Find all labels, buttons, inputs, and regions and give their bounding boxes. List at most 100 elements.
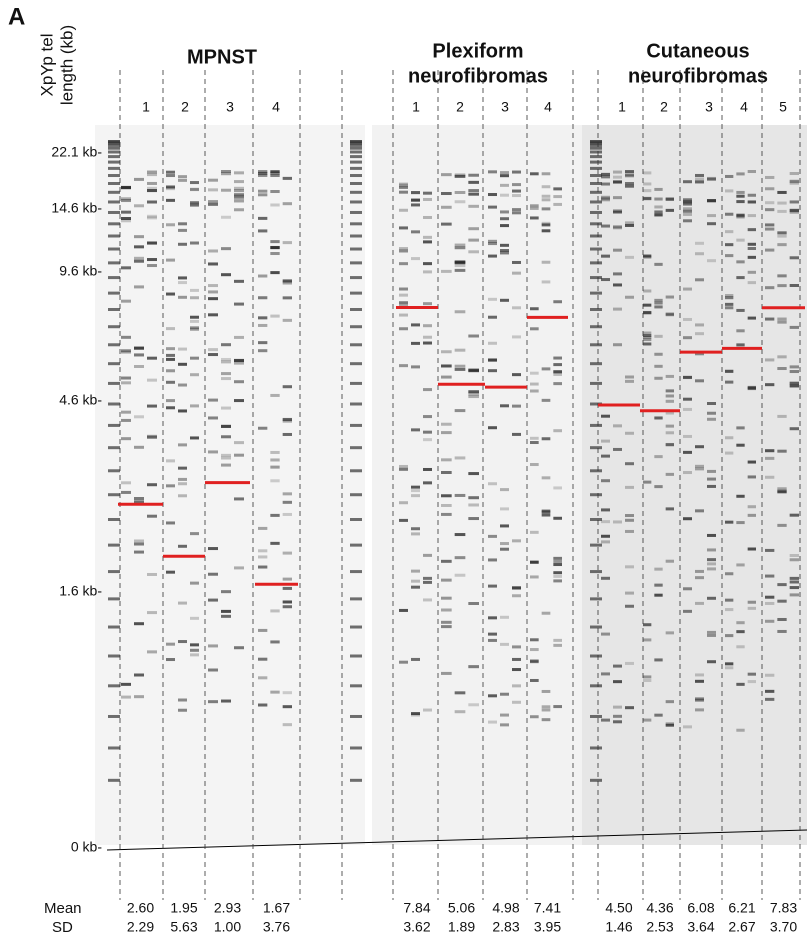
gel-band bbox=[147, 650, 157, 653]
ladder-band bbox=[350, 261, 362, 264]
ladder-band bbox=[350, 343, 362, 346]
gel-band bbox=[790, 427, 799, 430]
gel-band bbox=[530, 207, 539, 210]
gel-band bbox=[748, 247, 756, 250]
gel-band bbox=[666, 400, 674, 403]
gel-band bbox=[134, 257, 144, 260]
gel-band bbox=[270, 315, 279, 318]
gel-band bbox=[777, 284, 786, 287]
gel-band bbox=[221, 700, 231, 703]
gel-band bbox=[500, 693, 509, 696]
ladder-band bbox=[108, 382, 120, 385]
gel-mpnst bbox=[95, 125, 365, 845]
gel-band bbox=[423, 415, 432, 418]
gel-band bbox=[423, 577, 432, 580]
gel-band bbox=[455, 191, 466, 194]
gel-band bbox=[695, 242, 704, 245]
gel-band bbox=[234, 362, 244, 365]
gel-band bbox=[625, 605, 634, 608]
gel-band bbox=[283, 705, 292, 708]
ladder-band bbox=[590, 147, 602, 150]
gel-band bbox=[625, 170, 634, 173]
gel-band bbox=[455, 409, 466, 412]
gel-band bbox=[512, 684, 521, 687]
gel-band bbox=[121, 351, 131, 354]
gel-band bbox=[270, 514, 279, 517]
ladder-band bbox=[108, 655, 120, 658]
gel-band bbox=[765, 228, 774, 231]
gel-band bbox=[500, 210, 509, 213]
ladder-band bbox=[108, 715, 120, 718]
ladder-band bbox=[350, 684, 362, 687]
gel-band bbox=[441, 494, 452, 497]
gel-band bbox=[666, 507, 674, 510]
sd-value: 3.70 bbox=[770, 919, 797, 935]
ladder-band bbox=[108, 746, 120, 749]
gel-band bbox=[283, 385, 292, 388]
gel-band bbox=[643, 719, 651, 722]
gel-band bbox=[790, 554, 799, 557]
gel-band bbox=[654, 377, 662, 380]
gel-band bbox=[542, 510, 551, 513]
gel-band bbox=[765, 383, 774, 386]
gel-band bbox=[441, 560, 452, 563]
gel-band bbox=[488, 639, 497, 642]
gel-band bbox=[683, 471, 692, 474]
gel-band bbox=[613, 171, 622, 174]
gel-band bbox=[190, 204, 199, 207]
gel-band bbox=[695, 509, 704, 512]
gel-band bbox=[654, 302, 662, 305]
gel-band bbox=[178, 640, 187, 643]
gel-band bbox=[411, 323, 420, 326]
ladder-band bbox=[108, 222, 120, 225]
gel-band bbox=[683, 318, 692, 321]
y-tick-label: 9.6 kb- bbox=[59, 263, 102, 279]
gel-band bbox=[542, 718, 551, 721]
gel-band bbox=[399, 226, 408, 229]
ladder-band bbox=[108, 424, 120, 427]
gel-band bbox=[542, 399, 551, 402]
ladder-band bbox=[108, 248, 120, 251]
gel-band bbox=[736, 195, 744, 198]
gel-band bbox=[695, 699, 704, 702]
gel-band bbox=[234, 454, 244, 457]
mean-value: 4.36 bbox=[646, 900, 673, 916]
gel-band bbox=[399, 191, 408, 194]
gel-band bbox=[411, 712, 420, 715]
gel-band bbox=[736, 645, 744, 648]
gel-band bbox=[553, 203, 562, 206]
gel-band bbox=[208, 179, 218, 182]
gel-band bbox=[736, 621, 744, 624]
gel-band bbox=[234, 497, 244, 500]
gel-band bbox=[666, 313, 674, 316]
y-tick-label: 14.6 kb- bbox=[51, 200, 102, 216]
gel-band bbox=[441, 579, 452, 582]
gel-band bbox=[625, 662, 634, 665]
gel-band bbox=[221, 216, 231, 219]
gel-band bbox=[134, 365, 144, 368]
gel-band bbox=[512, 194, 521, 197]
gel-band bbox=[666, 198, 674, 201]
gel-band bbox=[166, 293, 175, 296]
gel-band bbox=[777, 415, 786, 418]
gel-band bbox=[208, 188, 218, 191]
sd-value: 3.62 bbox=[403, 919, 430, 935]
gel-band bbox=[790, 593, 799, 596]
gel-band bbox=[695, 570, 704, 573]
gel-band bbox=[178, 409, 187, 412]
gel-band bbox=[553, 517, 562, 520]
gel-band bbox=[190, 181, 199, 184]
gel-band bbox=[790, 209, 799, 212]
gel-band bbox=[411, 203, 420, 206]
gel-band bbox=[736, 729, 744, 732]
gel-band bbox=[411, 586, 420, 589]
gel-band bbox=[166, 171, 175, 174]
gel-band bbox=[221, 189, 231, 192]
gel-band bbox=[283, 587, 292, 590]
gel-band bbox=[208, 290, 218, 293]
lane-number: 1 bbox=[412, 99, 420, 115]
gel-band bbox=[166, 259, 175, 262]
gel-band bbox=[411, 527, 420, 530]
gel-band bbox=[488, 633, 497, 636]
ladder-band bbox=[350, 174, 362, 177]
